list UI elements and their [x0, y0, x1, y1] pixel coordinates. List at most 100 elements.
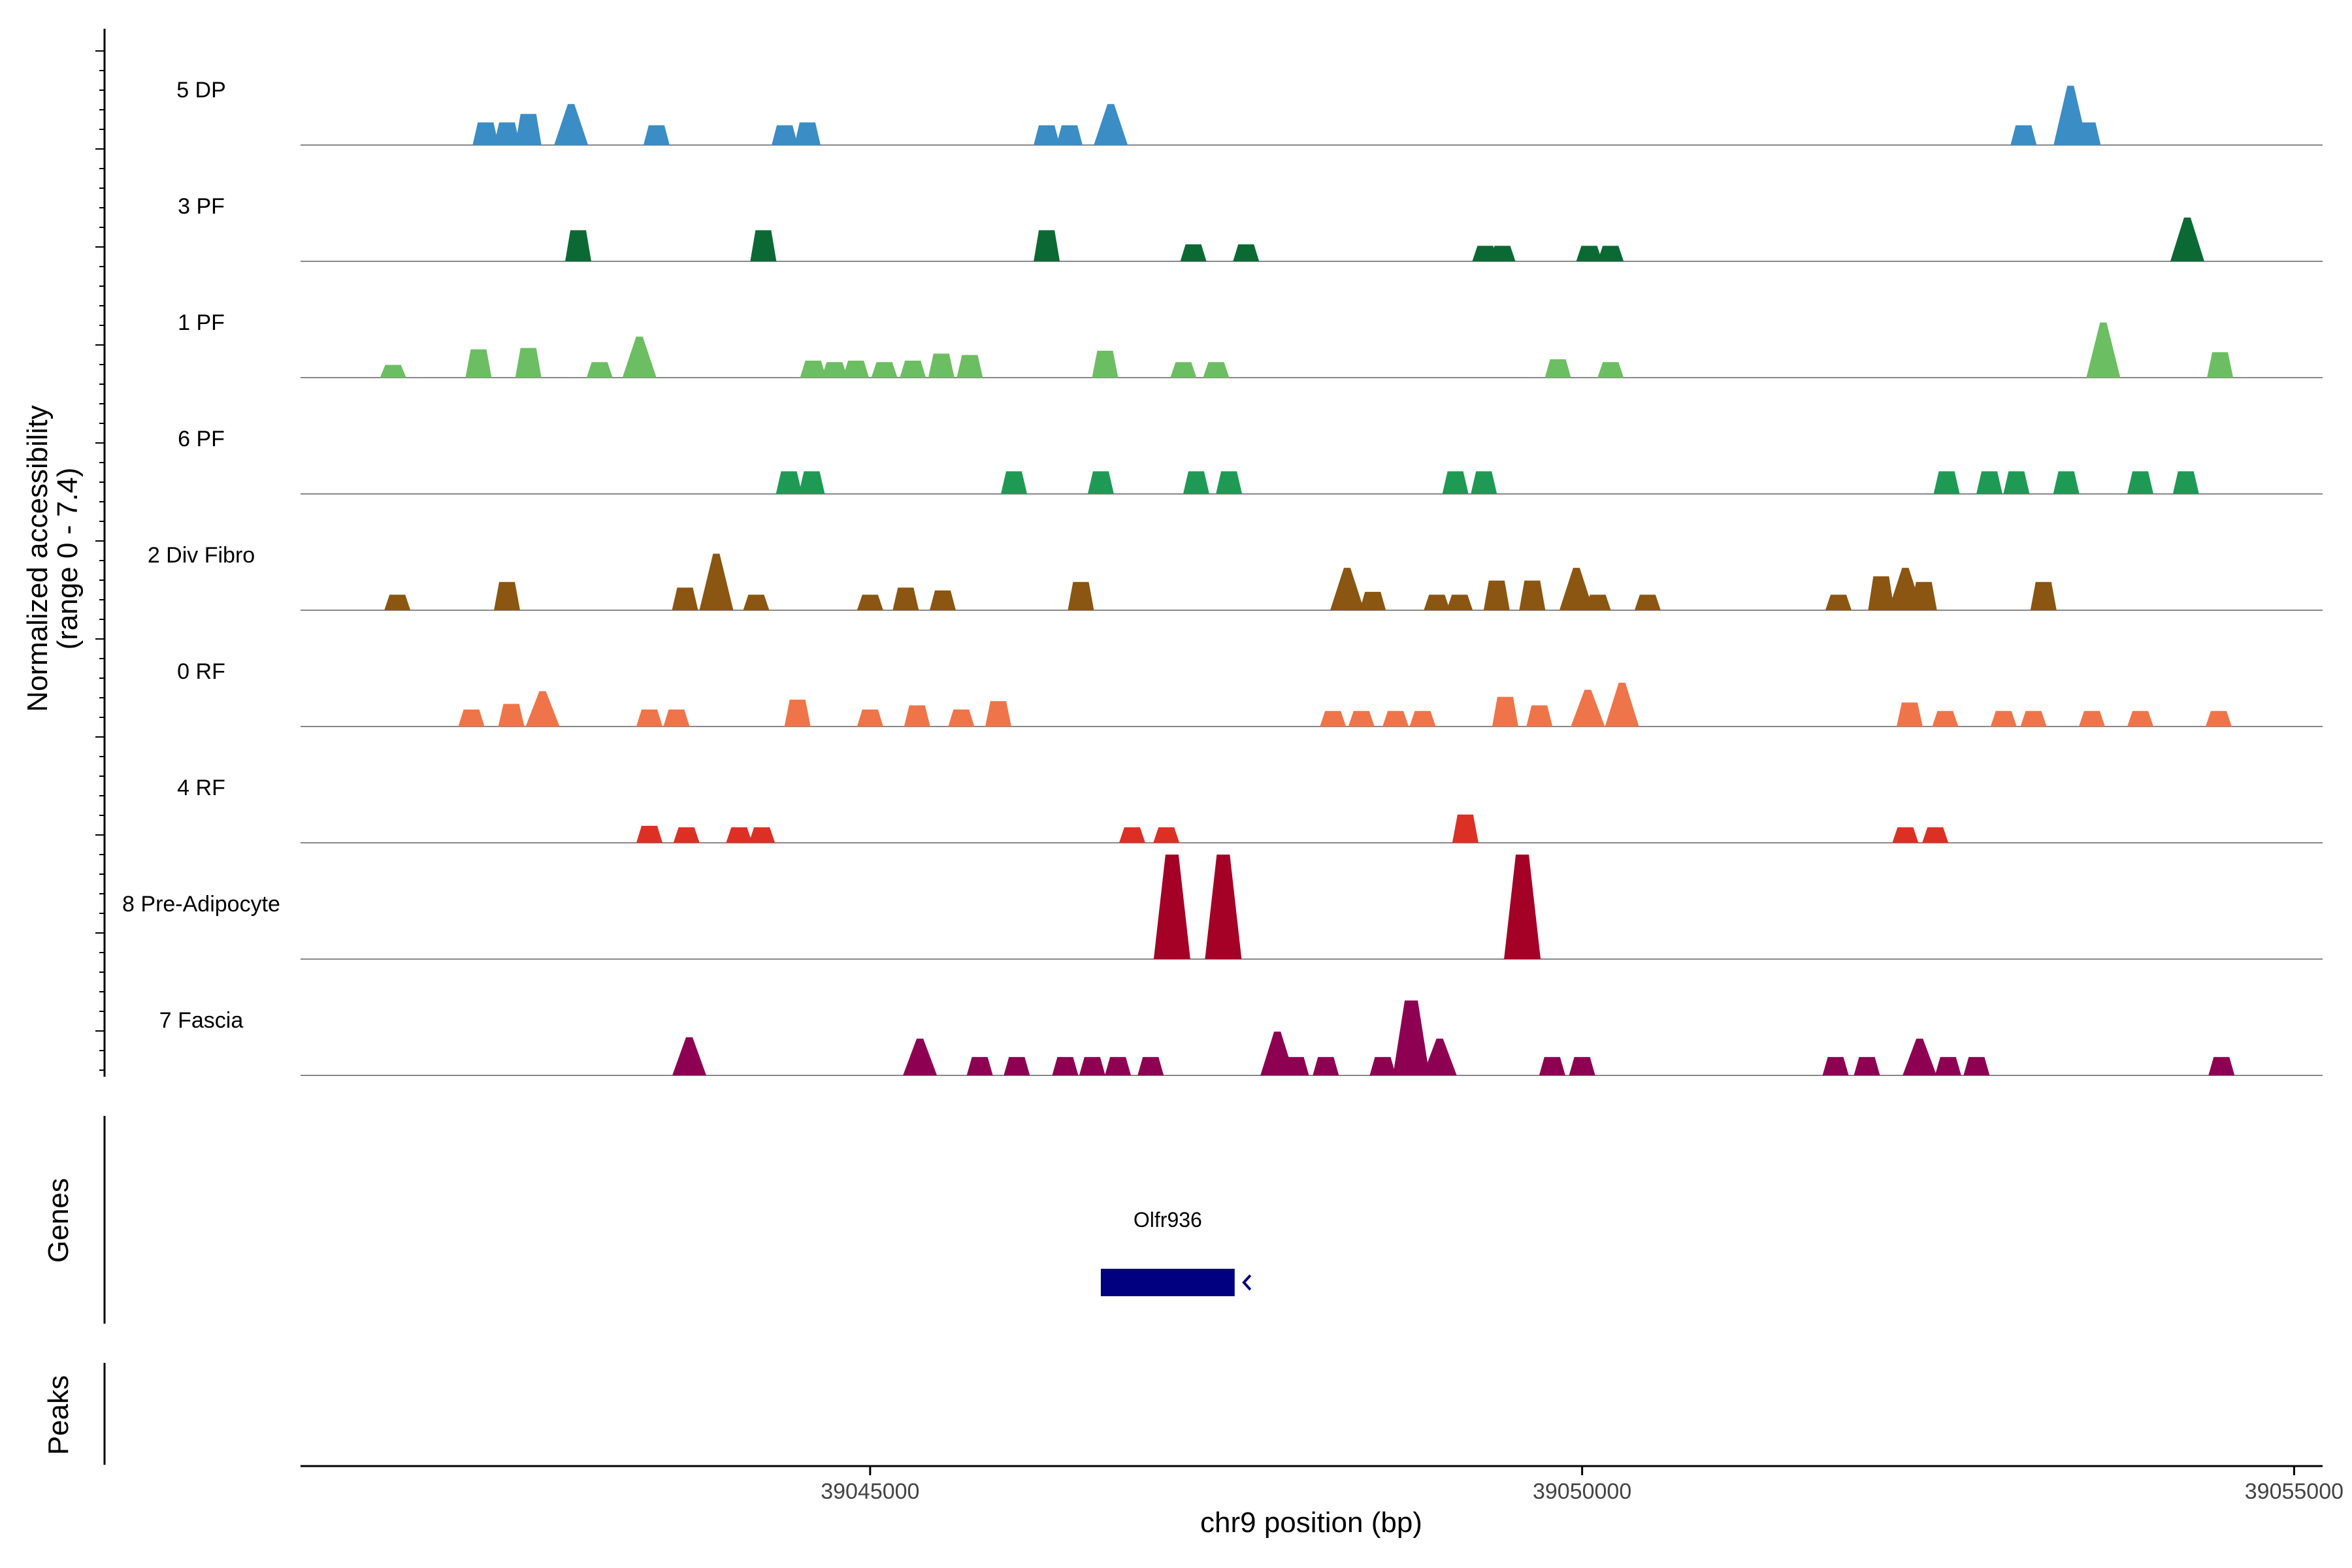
- x-axis-title: chr9 position (bp): [1200, 1507, 1422, 1539]
- coverage-peak: [1282, 1056, 1309, 1075]
- track-label: 7 Fascia: [159, 1008, 244, 1033]
- coverage-peak: [1933, 471, 1960, 494]
- coverage-peak: [672, 1037, 707, 1075]
- gene-strand-arrow: [1242, 1274, 1252, 1291]
- x-tick-label: 39045000: [821, 1479, 919, 1504]
- coverage-peak: [929, 590, 956, 610]
- coverage-peak: [1183, 471, 1209, 494]
- peaks-track-label: Peaks: [42, 1375, 74, 1455]
- coverage-peak: [622, 336, 657, 378]
- coverage-peak: [1034, 125, 1060, 145]
- coverage-peak: [1203, 362, 1230, 378]
- genes-track-label: Genes: [42, 1178, 74, 1263]
- coverage-peak: [1052, 1056, 1079, 1075]
- coverage-peak: [1492, 696, 1518, 727]
- coverage-peak: [1597, 246, 1624, 261]
- track-label: 3 PF: [178, 194, 225, 219]
- coverage-peak: [1382, 711, 1409, 727]
- track-label: 4 RF: [177, 776, 225, 800]
- coverage-peak: [776, 471, 802, 494]
- coverage-peak: [1233, 244, 1260, 261]
- coverage-peak: [1004, 1056, 1030, 1075]
- coverage-peak: [900, 361, 926, 378]
- coverage-peak: [2127, 711, 2154, 727]
- coverage-peak: [1935, 1056, 1961, 1075]
- coverage-peak: [948, 710, 975, 727]
- coverage-peak: [1452, 814, 1478, 843]
- coverage-peak: [636, 710, 662, 727]
- coverage-peak: [1260, 1031, 1295, 1075]
- coverage-peak: [1153, 855, 1190, 959]
- coverage-peak: [1571, 689, 1605, 727]
- track-label: 5 DP: [176, 78, 226, 103]
- track-5-dp: 5 DP: [176, 78, 2323, 146]
- coverage-peak: [784, 699, 811, 727]
- track-label: 2 Div Fibro: [148, 543, 255, 568]
- coverage-peak: [672, 587, 698, 610]
- coverage-peak: [1180, 244, 1207, 261]
- coverage-peak: [2010, 125, 2037, 145]
- coverage-peak: [1963, 1056, 1990, 1075]
- coverage-peak: [749, 827, 776, 843]
- coverage-peak: [903, 1038, 938, 1075]
- coverage-peak: [1822, 1056, 1849, 1075]
- coverage-peak: [843, 361, 870, 378]
- x-tick-label: 39050000: [1533, 1479, 1631, 1504]
- coverage-peak: [1526, 705, 1553, 727]
- coverage-peak: [1868, 576, 1895, 610]
- coverage-peak: [1854, 1056, 1880, 1075]
- coverage-peak: [515, 114, 542, 145]
- coverage-peak: [1539, 1056, 1565, 1075]
- coverage-peak: [1313, 1056, 1339, 1075]
- track-label: 1 PF: [178, 310, 225, 335]
- coverage-peak: [663, 710, 690, 727]
- coverage-peak: [1825, 595, 1852, 610]
- y-axis-title-line1: Normalized accessibility: [22, 405, 54, 711]
- coverage-peak: [1605, 682, 1639, 727]
- coverage-peak: [1348, 711, 1375, 727]
- coverage-peak: [472, 122, 499, 145]
- y-axis-title-line2: (range 0 - 7.4): [52, 468, 84, 650]
- coverage-peak: [494, 581, 521, 610]
- coverage-peak: [494, 122, 521, 145]
- coverage-peak: [1369, 1056, 1396, 1075]
- coverage-peak: [1597, 362, 1624, 378]
- coverage-peak: [525, 691, 560, 727]
- coverage-peak: [1559, 568, 1593, 610]
- coverage-peak: [2127, 471, 2154, 494]
- coverage-peak: [465, 349, 492, 378]
- coverage-tracks: 5 DP 3 PF 1 PF 6 PF 2 Div Fibro 0 RF 4 RF 8 Pre…: [122, 78, 2323, 1076]
- coverage-peak: [1489, 246, 1516, 261]
- x-tick-label: 39055000: [2245, 1479, 2344, 1504]
- coverage-peak: [1634, 595, 1661, 610]
- coverage-peak: [800, 361, 826, 378]
- coverage-peak: [1422, 1038, 1457, 1075]
- coverage-peak: [821, 362, 848, 378]
- x-axis-ticks: 39045000 39050000 39055000: [821, 1466, 2344, 1504]
- coverage-peak: [2205, 711, 2232, 727]
- track-1-pf: 1 PF: [178, 310, 2323, 378]
- coverage-peak: [1068, 581, 1094, 610]
- coverage-peak: [772, 125, 798, 145]
- coverage-peak: [1000, 471, 1027, 494]
- coverage-peak: [726, 827, 753, 843]
- coverage-peak: [1903, 1038, 1937, 1075]
- track-4-rf: 4 RF: [177, 776, 2323, 843]
- coverage-y-axis-ticks: [95, 50, 105, 1071]
- coverage-peak: [1137, 1056, 1164, 1075]
- coverage-peak: [1504, 855, 1541, 959]
- track-label: 0 RF: [177, 659, 225, 684]
- coverage-peak: [1094, 104, 1128, 145]
- coverage-peak: [2170, 217, 2204, 261]
- coverage-peak: [928, 353, 955, 378]
- coverage-peak: [1216, 471, 1243, 494]
- coverage-peak: [1205, 855, 1242, 959]
- coverage-peak: [1976, 471, 2002, 494]
- track-8-pre-adipocyte: 8 Pre-Adipocyte: [122, 855, 2323, 960]
- coverage-peak: [904, 705, 930, 727]
- coverage-peak: [1330, 568, 1364, 610]
- coverage-peak: [2172, 471, 2199, 494]
- coverage-peak: [1056, 125, 1083, 145]
- track-2-div-fibro: 2 Div Fibro: [148, 543, 2323, 611]
